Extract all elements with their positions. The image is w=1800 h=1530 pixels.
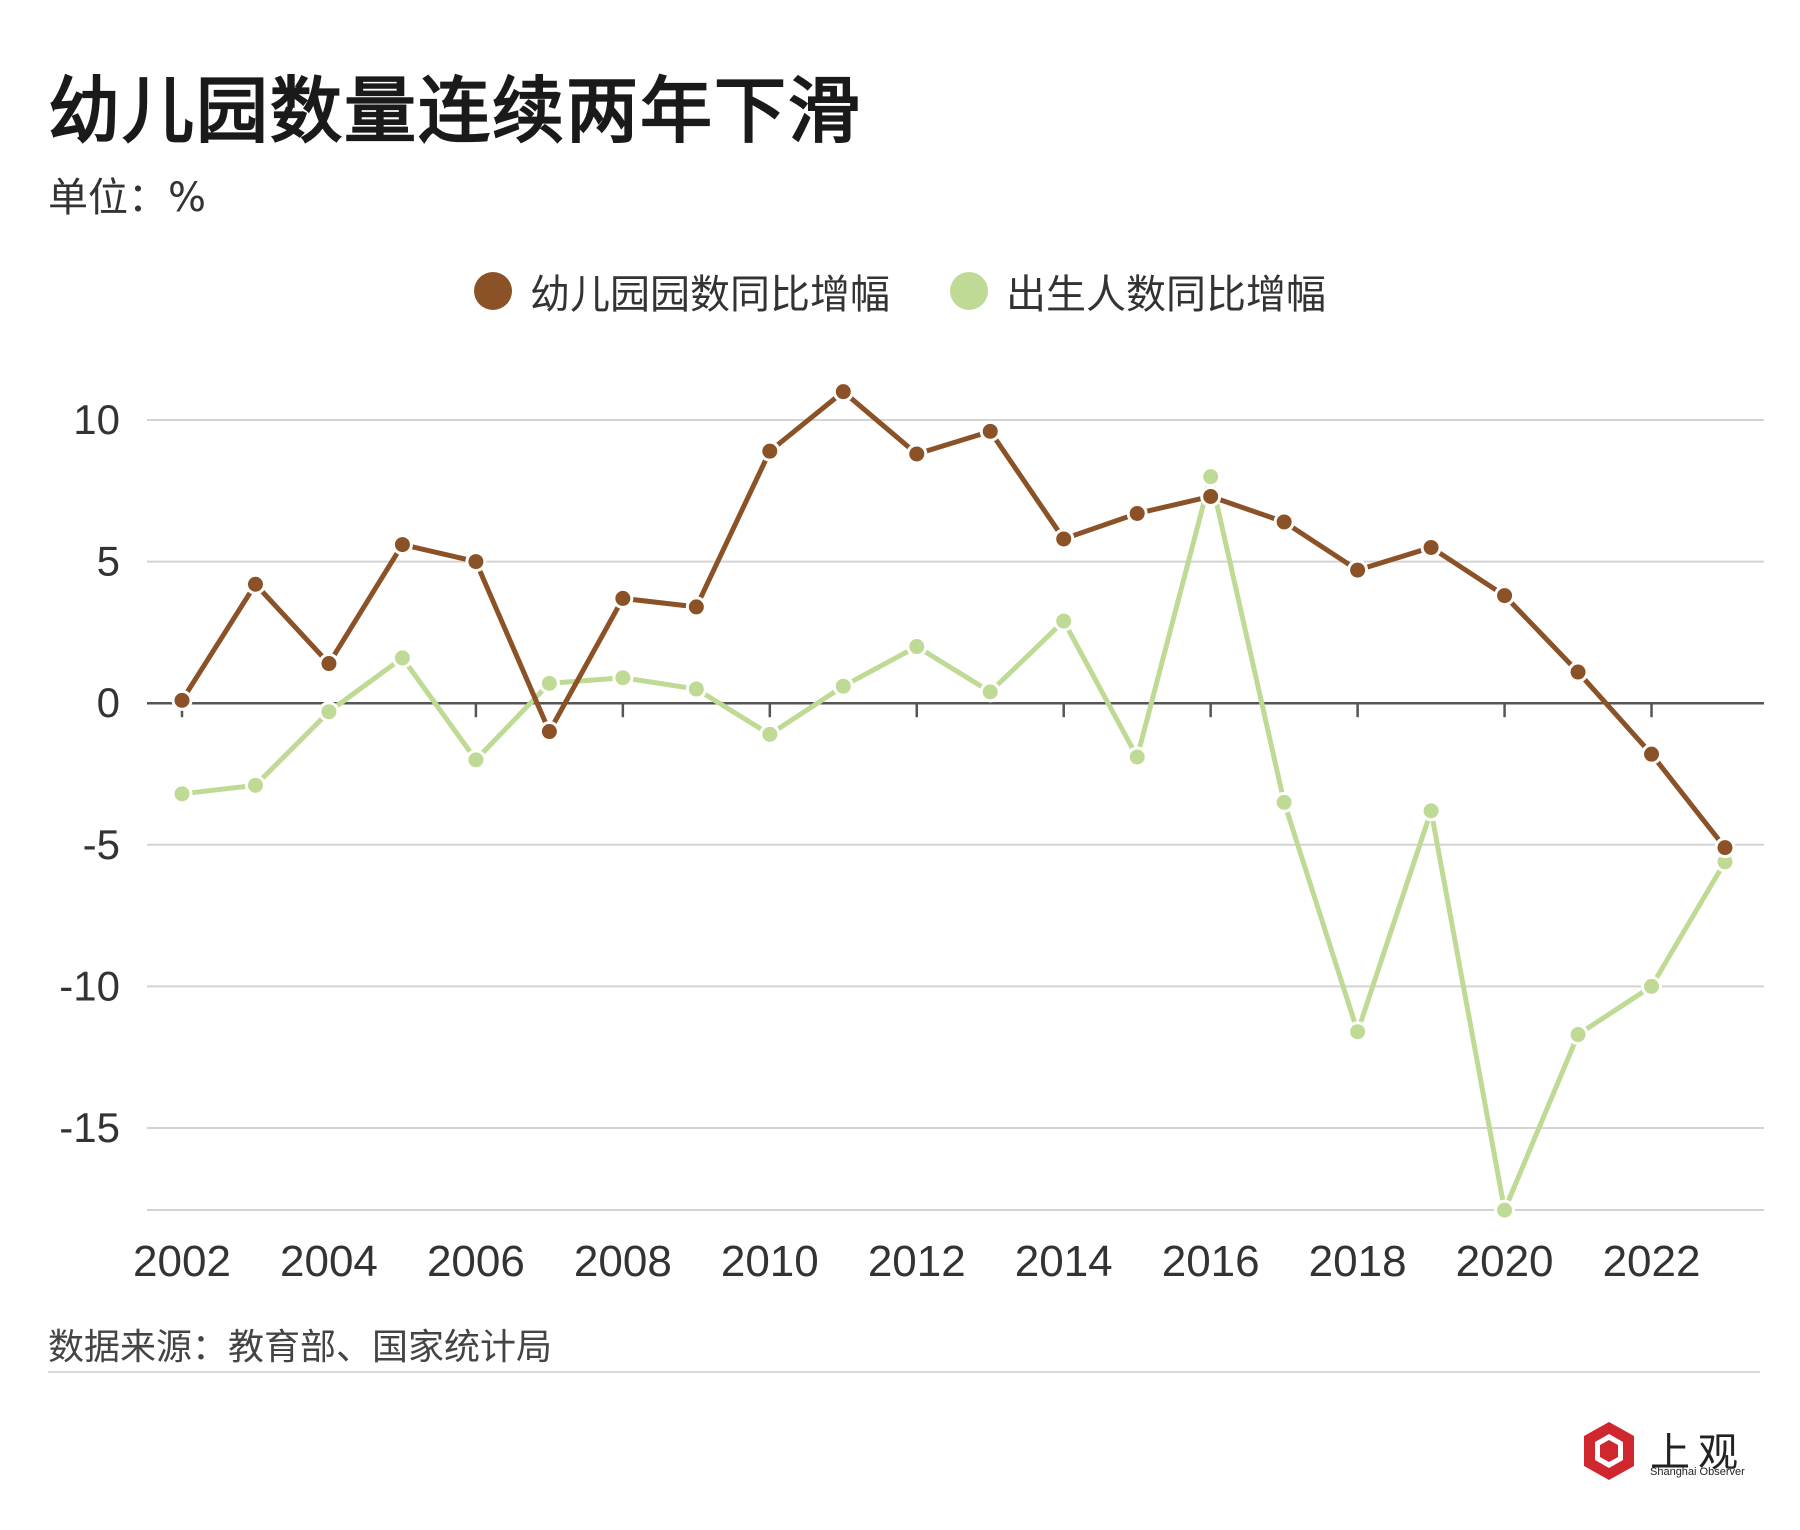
- data-point-kindergarten: [244, 573, 266, 595]
- data-point-births: [1420, 800, 1442, 822]
- y-tick-label: -15: [59, 1104, 120, 1151]
- data-point-births: [685, 678, 707, 700]
- data-point-kindergarten: [171, 689, 193, 711]
- data-point-kindergarten: [1273, 511, 1295, 533]
- data-point-kindergarten: [1567, 661, 1589, 683]
- source-note: 数据来源：教育部、国家统计局: [48, 1327, 553, 1368]
- data-point-births: [1126, 746, 1148, 768]
- x-tick-label: 2010: [721, 1237, 819, 1286]
- data-point-births: [318, 701, 340, 723]
- logo-name: 上观: [1650, 1430, 1746, 1476]
- data-point-kindergarten: [1126, 502, 1148, 524]
- data-point-kindergarten: [685, 596, 707, 618]
- data-point-births: [391, 647, 413, 669]
- data-point-kindergarten: [391, 534, 413, 556]
- data-point-births: [1567, 1024, 1589, 1046]
- data-point-kindergarten: [906, 443, 928, 465]
- x-tick-label: 2008: [574, 1237, 672, 1286]
- data-point-births: [1347, 1021, 1369, 1043]
- data-point-births: [244, 774, 266, 796]
- data-point-kindergarten: [465, 551, 487, 573]
- data-point-kindergarten: [1714, 837, 1736, 859]
- series-line-births: [181, 474, 1728, 1213]
- data-point-births: [979, 681, 1001, 703]
- footer-divider: [48, 1371, 1760, 1373]
- data-point-kindergarten: [832, 381, 854, 403]
- logo-icon: [1584, 1422, 1634, 1480]
- x-tick-label: 2006: [427, 1237, 525, 1286]
- legend-item-births: 出生人数同比增幅: [950, 262, 1326, 320]
- line-chart: 10 5 0 -5 -10 -15 2002 2004 2006 2008 2010 2012 2014…: [59, 381, 1764, 1286]
- x-tick-label: 2016: [1162, 1237, 1260, 1286]
- series-line-kindergarten: [179, 389, 1727, 850]
- legend-label-kindergarten: 幼儿园园数同比增幅: [530, 272, 890, 318]
- x-tick-label: 2004: [280, 1237, 378, 1286]
- y-tick-label: -5: [83, 821, 120, 868]
- data-point-births: [1641, 975, 1663, 997]
- data-point-births: [1494, 1199, 1516, 1221]
- x-tick-label: 2018: [1309, 1237, 1407, 1286]
- data-point-kindergarten: [759, 440, 781, 462]
- y-tick-label: -10: [59, 962, 120, 1009]
- chart-title: 幼儿园数量连续两年下滑: [48, 69, 863, 153]
- data-point-kindergarten: [1420, 536, 1442, 558]
- y-tick-label: 10: [73, 396, 120, 443]
- legend: 幼儿园园数同比增幅 出生人数同比增幅: [0, 262, 1800, 320]
- legend-item-kindergarten: 幼儿园园数同比增幅: [474, 262, 890, 320]
- y-tick-label: 0: [97, 679, 120, 726]
- data-point-kindergarten: [612, 587, 634, 609]
- x-tick-label: 2014: [1015, 1237, 1113, 1286]
- legend-dot-kindergarten: [474, 272, 512, 310]
- data-point-births: [171, 783, 193, 805]
- legend-dot-births: [950, 272, 988, 310]
- data-point-births: [1053, 610, 1075, 632]
- shanghai-observer-logo: 上观 Shanghai Observer: [1578, 1420, 1768, 1480]
- data-point-kindergarten: [538, 721, 560, 743]
- data-point-kindergarten: [1494, 585, 1516, 607]
- data-point-births: [906, 636, 928, 658]
- data-point-kindergarten: [1347, 559, 1369, 581]
- data-point-kindergarten: [979, 420, 1001, 442]
- data-point-kindergarten: [1641, 743, 1663, 765]
- y-tick-label: 5: [97, 538, 120, 585]
- data-point-births: [759, 723, 781, 745]
- data-point-kindergarten: [1200, 485, 1222, 507]
- data-point-births: [538, 672, 560, 694]
- legend-label-births: 出生人数同比增幅: [1006, 272, 1326, 318]
- data-point-births: [1273, 791, 1295, 813]
- x-tick-label: 2022: [1603, 1237, 1701, 1286]
- data-point-births: [465, 749, 487, 771]
- x-tick-label: 2002: [133, 1237, 231, 1286]
- logo-subtitle: Shanghai Observer: [1650, 1466, 1745, 1478]
- data-point-births: [1200, 466, 1222, 488]
- unit-label: 单位：%: [48, 175, 207, 221]
- data-point-births: [832, 675, 854, 697]
- data-point-births: [612, 667, 634, 689]
- data-point-kindergarten: [1053, 528, 1075, 550]
- x-tick-label: 2020: [1456, 1237, 1554, 1286]
- data-point-kindergarten: [318, 653, 340, 675]
- x-tick-label: 2012: [868, 1237, 966, 1286]
